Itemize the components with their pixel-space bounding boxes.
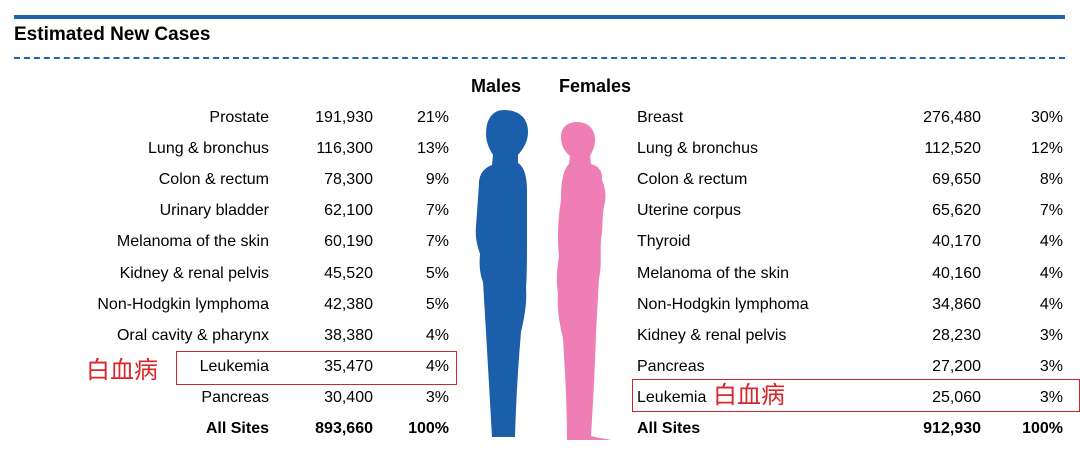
females-kidney-renal-pelvis-pct: 3% [1039, 326, 1063, 344]
females-pancreas-cases: 27,200 [932, 357, 981, 375]
males-pancreas-site: Pancreas [201, 388, 269, 406]
males-kidney-renal-pelvis-pct: 5% [425, 264, 449, 282]
males-non-hodgkin-lymphoma-pct: 5% [425, 295, 449, 313]
females-leukemia-highlight-box [632, 379, 1080, 412]
females-breast-cases: 276,480 [923, 109, 981, 126]
males-oral-cavity-pharynx-pct: 4% [425, 326, 449, 344]
males-leukemia-cases: 35,470 [324, 357, 373, 375]
males-non-hodgkin-lymphoma-cases: 42,380 [324, 295, 373, 313]
females-leukemia-cases: 25,060 [932, 388, 981, 406]
females-melanoma-of-the-skin-pct: 4% [1039, 264, 1063, 282]
females-thyroid-pct: 4% [1039, 233, 1063, 251]
females-thyroid-site: Thyroid [637, 233, 691, 251]
males-leukemia-site: Leukemia [199, 357, 269, 375]
males-prostate-cases: 191,930 [315, 109, 373, 126]
males-urinary-bladder-pct: 7% [425, 202, 449, 220]
female-silhouette-icon [556, 122, 611, 440]
females-total-site: All Sites [637, 420, 701, 437]
males-melanoma-of-the-skin-pct: 7% [425, 233, 449, 251]
males-colon-rectum-site: Colon & rectum [158, 171, 269, 189]
males-pancreas-pct: 3% [425, 388, 449, 406]
males-leukemia-highlight-box [176, 351, 457, 385]
females-kidney-renal-pelvis-site: Kidney & renal pelvis [637, 326, 787, 344]
males-urinary-bladder-site: Urinary bladder [159, 202, 269, 220]
females-colon-rectum-pct: 8% [1039, 171, 1063, 189]
males-colon-rectum-cases: 78,300 [324, 171, 373, 189]
males-kidney-renal-pelvis-cases: 45,520 [324, 264, 373, 282]
males-total-pct: 100% [408, 420, 449, 437]
females-uterine-corpus-cases: 65,620 [932, 202, 981, 220]
males-lung-bronchus-site: Lung & bronchus [148, 140, 269, 158]
females-colon-rectum-cases: 69,650 [932, 171, 981, 189]
females-melanoma-of-the-skin-cases: 40,160 [932, 264, 981, 282]
females-heading: Females [559, 76, 632, 96]
females-leukemia-chinese-label: 白血病 [713, 381, 785, 409]
females-lung-bronchus-cases: 112,520 [924, 140, 981, 158]
females-non-hodgkin-lymphoma-pct: 4% [1039, 295, 1063, 313]
females-melanoma-of-the-skin-site: Melanoma of the skin [637, 264, 790, 282]
males-total-cases: 893,660 [315, 420, 373, 437]
males-total-site: All Sites [205, 420, 269, 437]
males-non-hodgkin-lymphoma-site: Non-Hodgkin lymphoma [97, 295, 269, 313]
males-urinary-bladder-cases: 62,100 [324, 202, 373, 220]
females-lung-bronchus-site: Lung & bronchus [637, 140, 758, 158]
females-pancreas-site: Pancreas [637, 357, 705, 375]
page-title: Estimated New Cases [14, 24, 211, 45]
females-leukemia-site: Leukemia [637, 388, 707, 406]
female-figure-shape [556, 122, 611, 440]
males-melanoma-of-the-skin-cases: 60,190 [324, 233, 373, 251]
males-prostate-site: Prostate [209, 109, 269, 126]
males-lung-bronchus-pct: 13% [416, 140, 449, 158]
females-pancreas-pct: 3% [1039, 357, 1063, 375]
males-colon-rectum-pct: 9% [425, 171, 449, 189]
females-thyroid-cases: 40,170 [932, 233, 981, 251]
top-rule [14, 15, 1065, 19]
males-prostate-pct: 21% [416, 109, 449, 126]
males-pancreas-cases: 30,400 [324, 388, 373, 406]
males-oral-cavity-pharynx-cases: 38,380 [324, 326, 373, 344]
females-colon-rectum-site: Colon & rectum [637, 171, 748, 189]
males-lung-bronchus-cases: 116,300 [316, 140, 373, 158]
dashed-divider [14, 57, 1065, 59]
males-oral-cavity-pharynx-site: Oral cavity & pharynx [116, 326, 269, 344]
females-uterine-corpus-pct: 7% [1039, 202, 1063, 220]
females-kidney-renal-pelvis-cases: 28,230 [932, 326, 981, 344]
male-silhouette-icon [475, 110, 528, 437]
females-non-hodgkin-lymphoma-site: Non-Hodgkin lymphoma [637, 295, 809, 313]
females-breast-pct: 30% [1030, 109, 1063, 126]
males-leukemia-chinese-label: 白血病 [86, 356, 158, 384]
females-total-pct: 100% [1022, 420, 1063, 437]
males-heading: Males [471, 76, 522, 96]
females-leukemia-pct: 3% [1039, 388, 1063, 406]
males-kidney-renal-pelvis-site: Kidney & renal pelvis [119, 264, 269, 282]
females-lung-bronchus-pct: 12% [1030, 140, 1063, 158]
females-non-hodgkin-lymphoma-cases: 34,860 [932, 295, 981, 313]
males-leukemia-pct: 4% [425, 357, 449, 375]
females-breast-site: Breast [637, 109, 684, 126]
male-figure-shape [475, 110, 528, 437]
females-total-cases: 912,930 [923, 420, 981, 437]
females-uterine-corpus-site: Uterine corpus [637, 202, 742, 220]
males-melanoma-of-the-skin-site: Melanoma of the skin [116, 233, 269, 251]
